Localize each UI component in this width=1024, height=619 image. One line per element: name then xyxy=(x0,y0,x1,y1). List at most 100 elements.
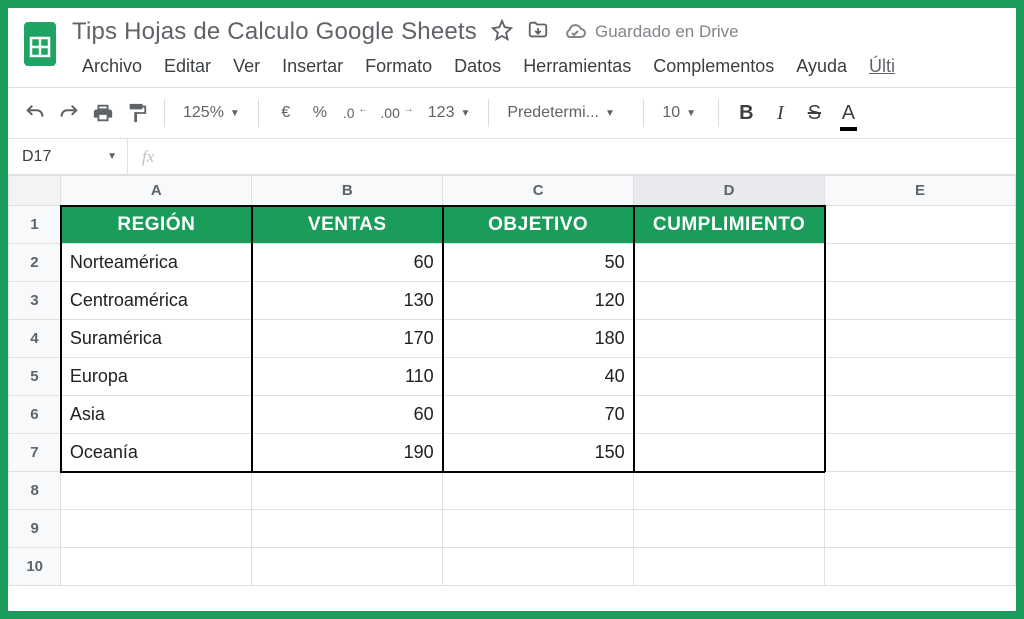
column-header-B[interactable]: B xyxy=(252,176,443,206)
cell[interactable]: 190 xyxy=(252,434,443,472)
cell[interactable]: REGIÓN xyxy=(61,206,252,244)
cell[interactable] xyxy=(61,472,252,510)
cell[interactable] xyxy=(825,282,1016,320)
menu-ver[interactable]: Ver xyxy=(223,52,270,81)
menu-archivo[interactable]: Archivo xyxy=(72,52,152,81)
row-header[interactable]: 5 xyxy=(9,358,61,396)
menu-truncated[interactable]: Últi xyxy=(859,52,905,81)
cell[interactable]: Centroamérica xyxy=(61,282,252,320)
menu-herramientas[interactable]: Herramientas xyxy=(513,52,641,81)
column-header-E[interactable]: E xyxy=(825,176,1016,206)
column-header-D[interactable]: D xyxy=(634,176,825,206)
cell[interactable]: Europa xyxy=(61,358,252,396)
cell[interactable] xyxy=(252,510,443,548)
cell[interactable] xyxy=(634,396,825,434)
row-header[interactable]: 3 xyxy=(9,282,61,320)
select-all-corner[interactable] xyxy=(9,176,61,206)
cell[interactable]: OBJETIVO xyxy=(443,206,634,244)
star-icon[interactable] xyxy=(491,19,513,46)
column-header-A[interactable]: A xyxy=(61,176,252,206)
row-header[interactable]: 6 xyxy=(9,396,61,434)
column-header-C[interactable]: C xyxy=(443,176,634,206)
cell[interactable] xyxy=(825,320,1016,358)
menu-complementos[interactable]: Complementos xyxy=(643,52,784,81)
row-header[interactable]: 10 xyxy=(9,548,61,586)
cell[interactable] xyxy=(634,320,825,358)
cell[interactable] xyxy=(252,472,443,510)
zoom-dropdown[interactable]: 125%▼ xyxy=(177,96,246,130)
cell[interactable] xyxy=(825,472,1016,510)
text-color-button[interactable]: A xyxy=(833,96,863,130)
row-header[interactable]: 1 xyxy=(9,206,61,244)
cell[interactable]: 40 xyxy=(443,358,634,396)
cell[interactable]: 180 xyxy=(443,320,634,358)
cell[interactable]: 170 xyxy=(252,320,443,358)
row-header[interactable]: 8 xyxy=(9,472,61,510)
cell[interactable] xyxy=(825,548,1016,586)
move-folder-icon[interactable] xyxy=(527,19,549,46)
increase-decimal-button[interactable]: .00 → xyxy=(376,96,417,130)
cell[interactable] xyxy=(825,244,1016,282)
cell[interactable]: 60 xyxy=(252,396,443,434)
cell[interactable] xyxy=(825,510,1016,548)
menu-insertar[interactable]: Insertar xyxy=(272,52,353,81)
cell[interactable] xyxy=(634,434,825,472)
font-size-dropdown[interactable]: 10▼ xyxy=(656,96,706,130)
menu-formato[interactable]: Formato xyxy=(355,52,442,81)
italic-button[interactable]: I xyxy=(765,96,795,130)
cell[interactable]: 120 xyxy=(443,282,634,320)
cell[interactable]: CUMPLIMIENTO xyxy=(634,206,825,244)
cell[interactable] xyxy=(825,434,1016,472)
format-percent-button[interactable]: % xyxy=(305,96,335,130)
cell[interactable] xyxy=(443,548,634,586)
cell[interactable]: 130 xyxy=(252,282,443,320)
decrease-decimal-button[interactable]: .0 ← xyxy=(339,96,373,130)
row-header[interactable]: 7 xyxy=(9,434,61,472)
cell[interactable]: 110 xyxy=(252,358,443,396)
row-header[interactable]: 9 xyxy=(9,510,61,548)
menu-datos[interactable]: Datos xyxy=(444,52,511,81)
font-family-dropdown[interactable]: Predetermi...▼ xyxy=(501,96,631,130)
paint-format-button[interactable] xyxy=(122,96,152,130)
cell[interactable] xyxy=(825,358,1016,396)
cell[interactable] xyxy=(443,472,634,510)
cell[interactable] xyxy=(252,548,443,586)
more-formats-dropdown[interactable]: 123▼ xyxy=(422,96,477,130)
format-currency-button[interactable]: € xyxy=(271,96,301,130)
fx-label: fx xyxy=(128,147,168,167)
row-header[interactable]: 2 xyxy=(9,244,61,282)
sheets-logo-icon[interactable] xyxy=(20,18,60,70)
name-box[interactable]: D17 ▼ xyxy=(8,139,128,174)
spreadsheet-grid[interactable]: A B C D E 1REGIÓNVENTASOBJETIVOCUMPLIMIE… xyxy=(8,175,1016,611)
cell[interactable] xyxy=(61,548,252,586)
row-header[interactable]: 4 xyxy=(9,320,61,358)
cell[interactable] xyxy=(443,510,634,548)
print-button[interactable] xyxy=(88,96,118,130)
redo-button[interactable] xyxy=(54,96,84,130)
cell[interactable]: VENTAS xyxy=(252,206,443,244)
bold-button[interactable]: B xyxy=(731,96,761,130)
document-title[interactable]: Tips Hojas de Calculo Google Sheets xyxy=(72,18,477,46)
cell[interactable]: Norteamérica xyxy=(61,244,252,282)
cell[interactable]: 150 xyxy=(443,434,634,472)
cell[interactable] xyxy=(634,282,825,320)
cell[interactable]: Asia xyxy=(61,396,252,434)
cell[interactable]: 70 xyxy=(443,396,634,434)
cell[interactable]: 60 xyxy=(252,244,443,282)
cell[interactable] xyxy=(825,206,1016,244)
menu-editar[interactable]: Editar xyxy=(154,52,221,81)
menu-ayuda[interactable]: Ayuda xyxy=(786,52,857,81)
cell[interactable] xyxy=(634,472,825,510)
cell[interactable] xyxy=(825,396,1016,434)
cell[interactable] xyxy=(634,358,825,396)
strikethrough-button[interactable]: S xyxy=(799,96,829,130)
cell[interactable]: Suramérica xyxy=(61,320,252,358)
cell[interactable]: 50 xyxy=(443,244,634,282)
cell[interactable] xyxy=(634,548,825,586)
formula-input[interactable] xyxy=(168,139,1016,174)
cell[interactable]: Oceanía xyxy=(61,434,252,472)
cell[interactable] xyxy=(634,510,825,548)
undo-button[interactable] xyxy=(20,96,50,130)
cell[interactable] xyxy=(61,510,252,548)
cell[interactable] xyxy=(634,244,825,282)
